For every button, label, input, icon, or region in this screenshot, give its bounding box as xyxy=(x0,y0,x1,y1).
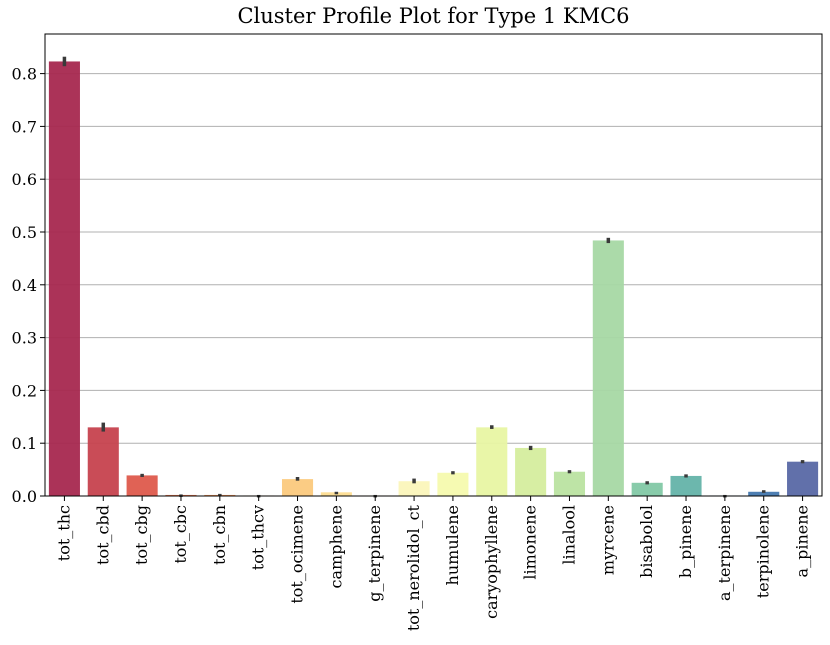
x-tick-label-a_pinene: a_pinene xyxy=(793,505,812,577)
x-tick-label-linalool: linalool xyxy=(559,505,578,565)
bar-tot_cbd xyxy=(87,427,119,496)
y-tick-label: 0.3 xyxy=(12,329,37,348)
y-axis-ticks: 0.0 0.1 0.2 0.3 0.4 0.5 0.6 0.7 0.8 xyxy=(12,65,45,506)
x-tick-label-caryophyllene: caryophyllene xyxy=(482,505,501,619)
bar-linalool xyxy=(553,471,586,496)
y-tick-label: 0.6 xyxy=(12,170,37,189)
bar-tot_cbg xyxy=(126,475,158,496)
plot-frame xyxy=(44,33,823,497)
bar-bisabolol xyxy=(631,482,663,496)
bar-terpinolene xyxy=(748,491,780,496)
x-tick-label-b_pinene: b_pinene xyxy=(676,505,695,578)
x-tick-label-bisabolol: bisabolol xyxy=(637,505,656,578)
y-tick-label: 0.8 xyxy=(12,65,37,84)
y-tick-label: 0.4 xyxy=(12,276,37,295)
y-tick-label: 0.0 xyxy=(12,487,37,506)
x-tick-label-limonene: limonene xyxy=(521,505,540,580)
x-axis-ticks: tot_thc tot_cbd tot_cbg tot_cbc tot_cbn tot_t… xyxy=(54,496,812,631)
x-tick-label-terpinolene: terpinolene xyxy=(754,505,773,598)
bar-tot_nerolidol_ct xyxy=(398,481,430,496)
bar-a_pinene xyxy=(787,461,819,496)
y-tick-label: 0.1 xyxy=(12,434,37,453)
x-tick-label-g_terpinene: g_terpinene xyxy=(365,505,384,602)
y-tick-label: 0.5 xyxy=(12,223,37,242)
bar-b_pinene xyxy=(670,475,702,496)
grid-lines xyxy=(45,73,822,497)
bar-humulene xyxy=(437,472,469,496)
bar-caryophyllene xyxy=(476,427,508,496)
x-tick-label-camphene: camphene xyxy=(326,505,345,588)
x-tick-label-tot_cbc: tot_cbc xyxy=(171,505,190,564)
axes xyxy=(44,33,823,497)
x-tick-label-myrcene: myrcene xyxy=(598,505,617,575)
y-tick-label: 0.7 xyxy=(12,117,37,136)
x-tick-label-tot_ocimene: tot_ocimene xyxy=(288,505,307,604)
chart-title: Cluster Profile Plot for Type 1 KMC6 xyxy=(237,4,630,28)
x-tick-label-tot_cbn: tot_cbn xyxy=(210,505,229,565)
bar-tot_thc xyxy=(48,61,80,497)
x-tick-label-tot_cbd: tot_cbd xyxy=(93,505,112,565)
y-tick-label: 0.2 xyxy=(12,381,37,400)
x-tick-label-tot_thcv: tot_thcv xyxy=(249,505,268,570)
x-tick-label-a_terpinene: a_terpinene xyxy=(715,505,734,601)
bar-myrcene xyxy=(592,240,624,496)
bar-limonene xyxy=(515,447,547,496)
x-tick-label-tot_nerolidol_ct: tot_nerolidol_ct xyxy=(404,504,423,631)
x-tick-label-tot_thc: tot_thc xyxy=(54,505,73,561)
error-bars xyxy=(62,56,805,498)
x-tick-label-tot_cbg: tot_cbg xyxy=(132,505,151,565)
bar-tot_ocimene xyxy=(281,479,314,496)
x-tick-label-humulene: humulene xyxy=(443,505,462,585)
